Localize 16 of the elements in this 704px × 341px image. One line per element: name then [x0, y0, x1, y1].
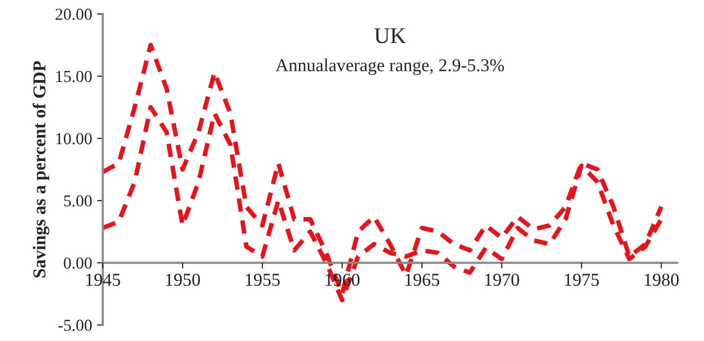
y-axis-title: Savings as a percent of GDP — [32, 61, 50, 278]
chart-title: UK — [374, 28, 406, 44]
y-tick-label: 20.00 — [56, 8, 92, 20]
y-tick-label: 10.00 — [56, 133, 92, 144]
x-tick-label: 1975 — [565, 274, 599, 286]
x-tick-label: 1970 — [485, 274, 520, 286]
x-tick-label: 1965 — [405, 274, 440, 286]
y-tick-label: -5.00 — [58, 320, 92, 331]
text: Annualaverage range, 2.9-5.3% — [276, 58, 504, 76]
x-tick-label: 1980 — [644, 274, 679, 286]
y-tick-label: 15.00 — [56, 70, 92, 82]
y-tick-label: 5.00 — [64, 195, 92, 207]
y-tick-label: 0.00 — [64, 257, 92, 269]
x-tick-label: 1950 — [166, 274, 200, 286]
x-tick-label: 1945 — [86, 274, 120, 286]
x-tick-label: 1955 — [246, 274, 280, 286]
